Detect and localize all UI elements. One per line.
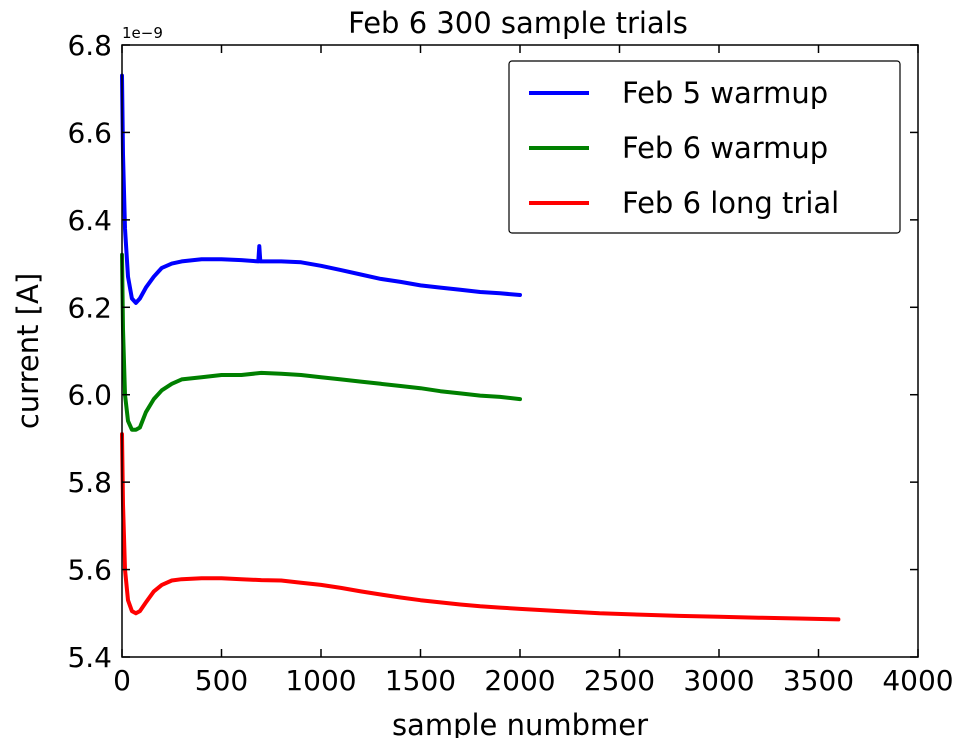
x-tick-label: 2000 [484,664,555,697]
y-tick-label: 6.0 [67,379,112,412]
x-tick-label: 1000 [285,664,356,697]
y-tick-label: 5.4 [67,641,112,674]
series-line-1 [120,252,522,432]
y-tick-label: 6.2 [67,291,112,324]
x-tick-label: 3500 [783,664,854,697]
y-axis-label: current [A] [11,273,45,429]
legend-label-0: Feb 5 warmup [622,76,828,110]
y-axis-exponent: 1e−9 [122,24,163,42]
y-tick-label: 6.8 [67,29,112,62]
x-tick-label: 0 [113,664,131,697]
legend-label-2: Feb 6 long trial [622,186,839,220]
series-line-0 [120,73,522,305]
x-axis-label: sample numbmer [392,708,648,738]
legend-box [508,60,901,234]
legend-label-1: Feb 6 warmup [622,131,828,165]
series-layer [120,73,841,622]
x-tick-label: 1500 [385,664,456,697]
y-tick-label: 6.6 [67,116,112,149]
y-tick-label: 6.4 [67,204,112,237]
chart-title: Feb 6 300 sample trials [348,6,688,40]
y-tick-label: 5.8 [67,466,112,499]
series-line-2 [120,432,841,622]
x-tick-label: 4000 [882,664,953,697]
axes-layer: 0 500 1000 1500 2000 2500 3000 3500 4000 5.4 5.6 5.… [67,29,953,697]
legend: Feb 5 warmup Feb 6 warmup Feb 6 long trial [508,60,901,234]
x-tick-label: 3000 [683,664,754,697]
y-tick-label: 5.6 [67,554,112,587]
x-tick-label: 500 [195,664,248,697]
x-tick-label: 2500 [584,664,655,697]
